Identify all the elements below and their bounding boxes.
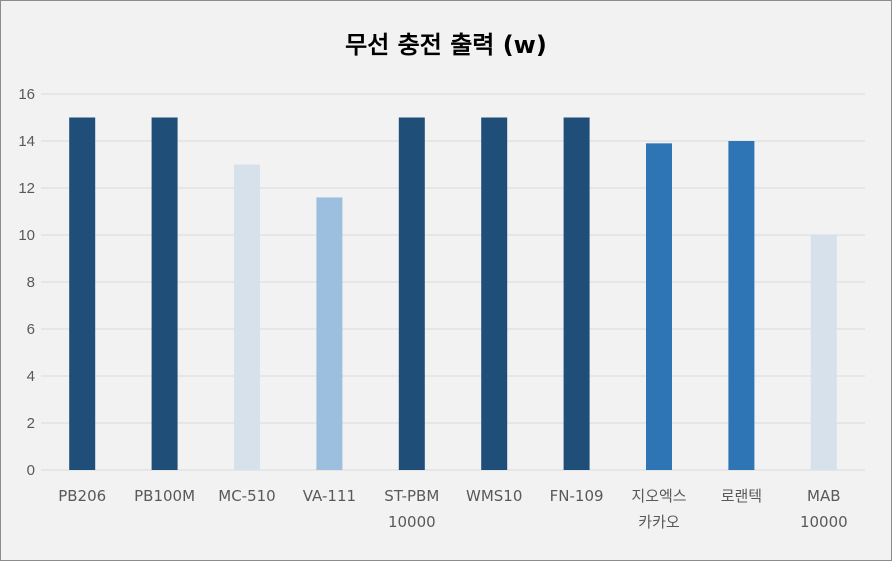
bar bbox=[563, 117, 590, 470]
bar bbox=[481, 117, 508, 470]
bar bbox=[316, 197, 343, 470]
y-tick-label: 10 bbox=[18, 227, 35, 244]
bar bbox=[234, 164, 260, 470]
bar bbox=[810, 235, 837, 470]
x-tick-label: 로랜텍 bbox=[721, 487, 762, 505]
y-tick-label: 0 bbox=[27, 462, 35, 479]
chart-title: 무선 충전 출력 (w) bbox=[345, 31, 547, 59]
bar bbox=[646, 143, 672, 470]
bar bbox=[728, 141, 755, 470]
x-tick-label: MAB bbox=[807, 487, 841, 505]
x-tick-label: 10000 bbox=[388, 513, 436, 531]
y-tick-label: 14 bbox=[18, 133, 35, 150]
x-tick-label: 카카오 bbox=[638, 513, 680, 531]
x-tick-label: VA-111 bbox=[303, 487, 356, 505]
x-tick-label: FN-109 bbox=[550, 487, 604, 505]
y-tick-label: 8 bbox=[27, 274, 35, 291]
y-tick-label: 16 bbox=[18, 86, 35, 103]
x-tick-label: 10000 bbox=[800, 513, 848, 531]
y-tick-label: 6 bbox=[27, 321, 35, 338]
bar bbox=[151, 117, 178, 470]
y-tick-label: 12 bbox=[18, 180, 35, 197]
y-tick-label: 4 bbox=[27, 368, 35, 385]
bar bbox=[69, 117, 96, 470]
x-tick-label: MC-510 bbox=[218, 487, 275, 505]
x-tick-label: ST-PBM bbox=[384, 487, 439, 505]
bar bbox=[398, 117, 425, 470]
x-tick-label: PB206 bbox=[58, 487, 106, 505]
x-tick-label: 지오엑스 bbox=[631, 487, 686, 505]
y-tick-label: 2 bbox=[27, 415, 35, 432]
x-tick-label: PB100M bbox=[134, 487, 195, 505]
x-tick-label: WMS10 bbox=[466, 487, 522, 505]
